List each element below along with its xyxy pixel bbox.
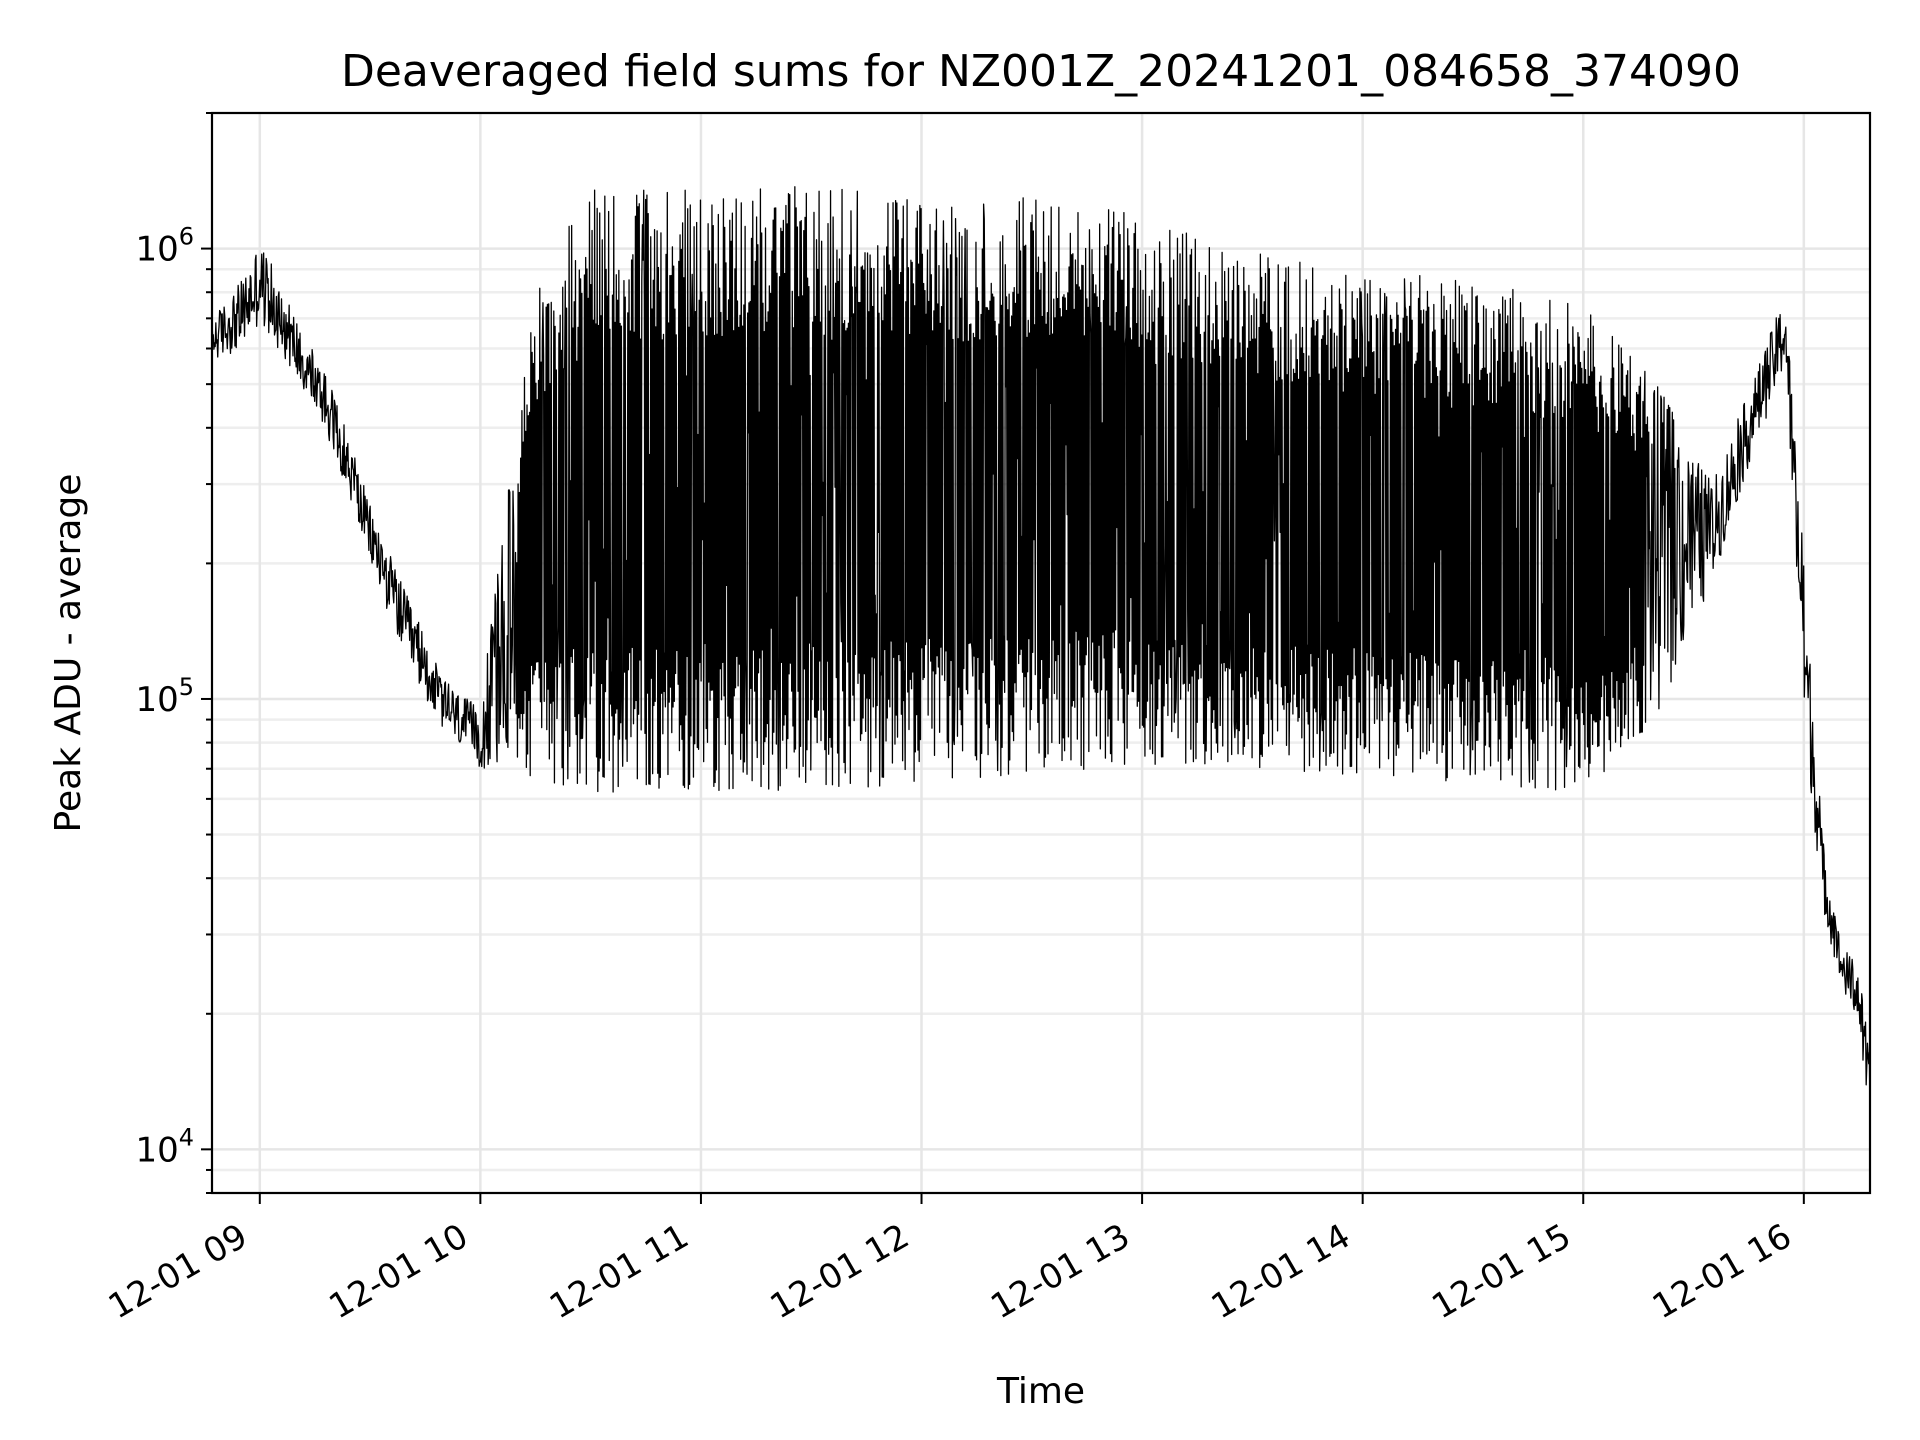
series-line xyxy=(212,186,1870,1116)
y-tick-label: 106 xyxy=(135,223,194,270)
y-axis-label: Peak ADU - average xyxy=(48,474,89,833)
y-tick-label: 105 xyxy=(135,673,194,720)
chart-title: Deaveraged field sums for NZ001Z_2024120… xyxy=(341,46,1741,97)
y-tick-label: 104 xyxy=(135,1123,194,1170)
plot-frame xyxy=(210,111,1872,1195)
plot-area xyxy=(212,186,1870,1116)
x-axis-label: Time xyxy=(996,1371,1085,1412)
